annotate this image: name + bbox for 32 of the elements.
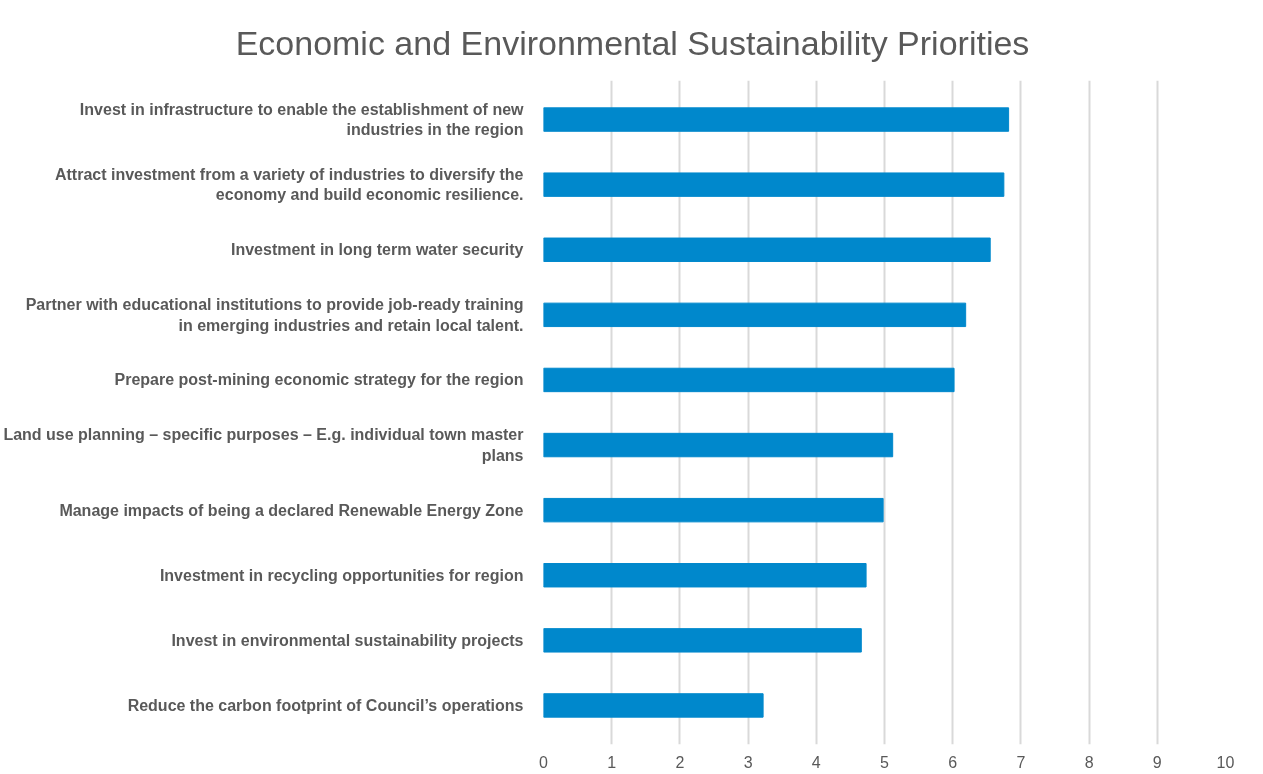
y-tick-label: Prepare post-mining economic strategy for the region (114, 371, 524, 389)
x-tick-label: 7 (1016, 753, 1026, 771)
bar (543, 497, 884, 523)
y-tick-label: Reduce the carbon footprint of Council’s operations (127, 696, 524, 714)
y-tick-label: Invest in infrastructure to enable the establishment of new industries in the region (79, 100, 525, 139)
y-tick-label: Partner with educational institutions to provide job-ready training in emerging industries and retain local talent. (25, 296, 524, 334)
y-tick-label: Land use planning – specific purposes – E.g. individual town master plans (3, 426, 524, 464)
x-tick-label: 2 (675, 753, 685, 771)
bar (543, 172, 1005, 197)
x-tick-label: 9 (1152, 753, 1162, 771)
y-tick-label: Manage impacts of being a declared Renewable Energy Zone (59, 501, 524, 519)
bar (543, 107, 1010, 132)
x-tick-label: 5 (880, 753, 890, 771)
bar (543, 628, 862, 653)
x-tick-label: 8 (1084, 753, 1094, 771)
y-tick-label: Investment in recycling opportunities for region (159, 566, 524, 584)
x-tick-label: 0 (539, 753, 549, 771)
bar (543, 237, 991, 262)
bar (543, 563, 867, 588)
chart-title: Economic and Environmental Sustainability Priorities (235, 23, 1030, 64)
y-tick-label: Investment in long term water security (230, 241, 524, 259)
x-tick-label: 4 (811, 753, 821, 771)
bar (543, 367, 955, 393)
bar (543, 432, 894, 458)
bar (543, 693, 764, 718)
x-tick-label: 1 (607, 753, 617, 771)
bar (543, 302, 967, 328)
y-tick-label: Attract investment from a variety of industries to diversify the economy and build economic resilience. (54, 165, 524, 204)
x-tick-label: 3 (743, 753, 753, 771)
x-tick-label: 6 (948, 753, 958, 771)
y-tick-label: Invest in environmental sustainability projects (171, 631, 524, 649)
x-tick-label: 10 (1216, 753, 1235, 771)
